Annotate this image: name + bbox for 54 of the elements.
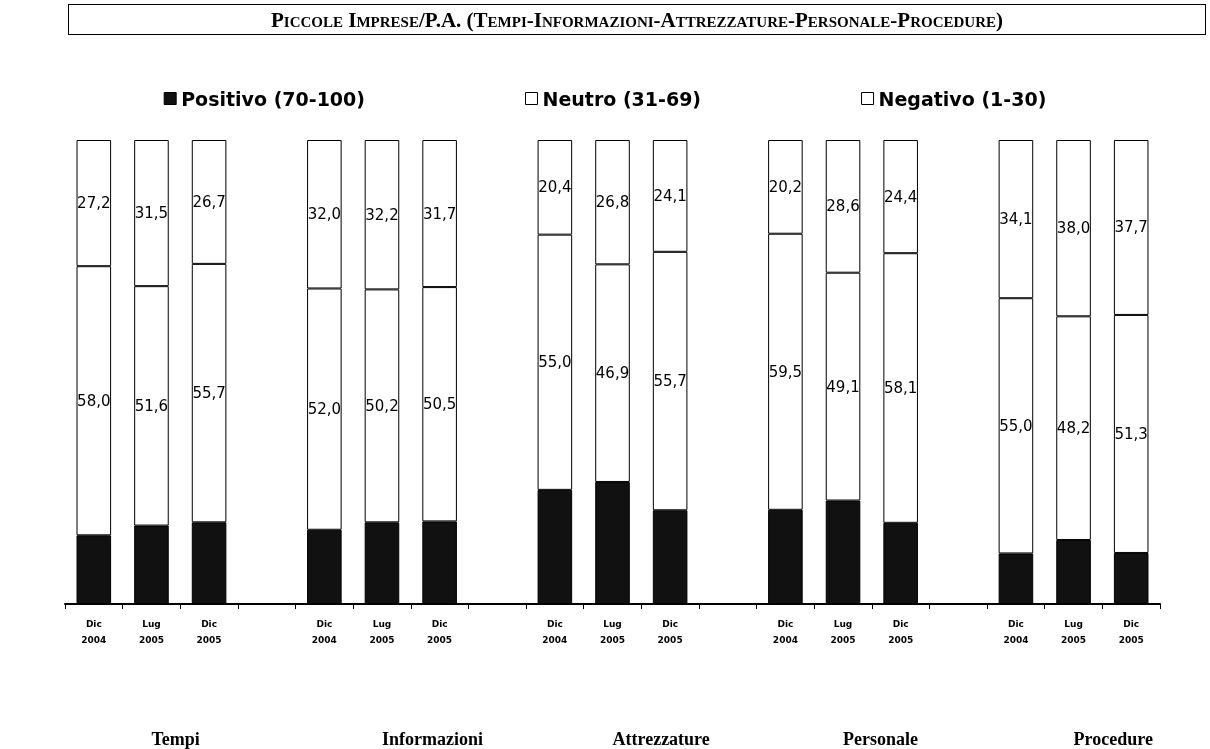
- data-label: 24,1: [653, 186, 687, 205]
- data-label: 31,7: [422, 204, 457, 223]
- data-label: 58,0: [77, 391, 111, 410]
- legend-label: Neutro (31-69): [542, 87, 702, 110]
- x-tick-label: Lug 2005: [830, 619, 856, 645]
- data-label: 59,5: [768, 362, 803, 381]
- data-label: 37,7: [1114, 218, 1148, 237]
- data-label: 55,7: [192, 384, 226, 403]
- data-label: 26,8: [595, 193, 630, 212]
- x-tick-label: Lug 2005: [369, 619, 395, 645]
- text: Personale: [843, 729, 919, 749]
- data-label: 55,0: [999, 416, 1033, 435]
- data-label: 50,5: [422, 395, 457, 414]
- x-tick-label: Dic 2005: [196, 619, 222, 645]
- text: Tempi: [151, 729, 200, 749]
- data-label: 51,3: [1114, 424, 1148, 443]
- data-label: 28,6: [826, 197, 860, 216]
- text: Informazioni: [381, 729, 483, 749]
- x-tick-label: Dic 2004: [81, 619, 107, 645]
- data-label: 27,2: [77, 194, 111, 213]
- data-label: 58,1: [883, 379, 918, 398]
- data-label: 24,4: [883, 187, 918, 206]
- data-label: 50,2: [365, 396, 399, 415]
- data-label: 52,0: [307, 400, 342, 419]
- x-tick-label: Dic 2005: [427, 619, 453, 645]
- data-label: 32,0: [307, 205, 342, 224]
- x-tick-label: Dic 2004: [542, 619, 568, 645]
- x-tick-label: Dic 2005: [1118, 619, 1144, 645]
- data-label: 48,2: [1056, 419, 1091, 438]
- x-tick-label: Dic 2004: [311, 619, 337, 645]
- data-label: 55,7: [653, 372, 687, 391]
- data-label: 46,9: [595, 364, 630, 383]
- data-label: 55,0: [538, 353, 572, 372]
- x-tick-label: Dic 2005: [657, 619, 683, 645]
- data-label: 20,2: [768, 177, 803, 196]
- chart-title: Piccole Imprese/P.A. (Tempi-Informazioni-Attrezzature-Personale-Procedure): [68, 4, 1206, 35]
- text: Procedure: [1073, 729, 1153, 749]
- legend-label: Negativo (1-30): [878, 87, 1047, 110]
- data-label: 20,4: [538, 178, 572, 197]
- data-label: 34,1: [999, 210, 1033, 229]
- data-label: 32,2: [365, 205, 399, 224]
- x-tick-label: Lug 2005: [138, 619, 164, 645]
- data-label: 26,7: [192, 192, 226, 211]
- x-tick-label: Dic 2004: [772, 619, 798, 645]
- data-label: 38,0: [1056, 219, 1091, 238]
- data-label: 31,5: [134, 204, 169, 223]
- x-tick-label: Dic 2005: [888, 619, 914, 645]
- x-tick-label: Lug 2005: [1061, 619, 1087, 645]
- x-tick-label: Lug 2005: [599, 619, 626, 645]
- data-label: 49,1: [826, 377, 860, 396]
- legend-label: Positivo (70-100): [181, 87, 365, 110]
- data-label: 51,6: [134, 396, 169, 415]
- x-tick-label: Dic 2004: [1003, 619, 1029, 645]
- text: Attrezzature: [612, 729, 710, 749]
